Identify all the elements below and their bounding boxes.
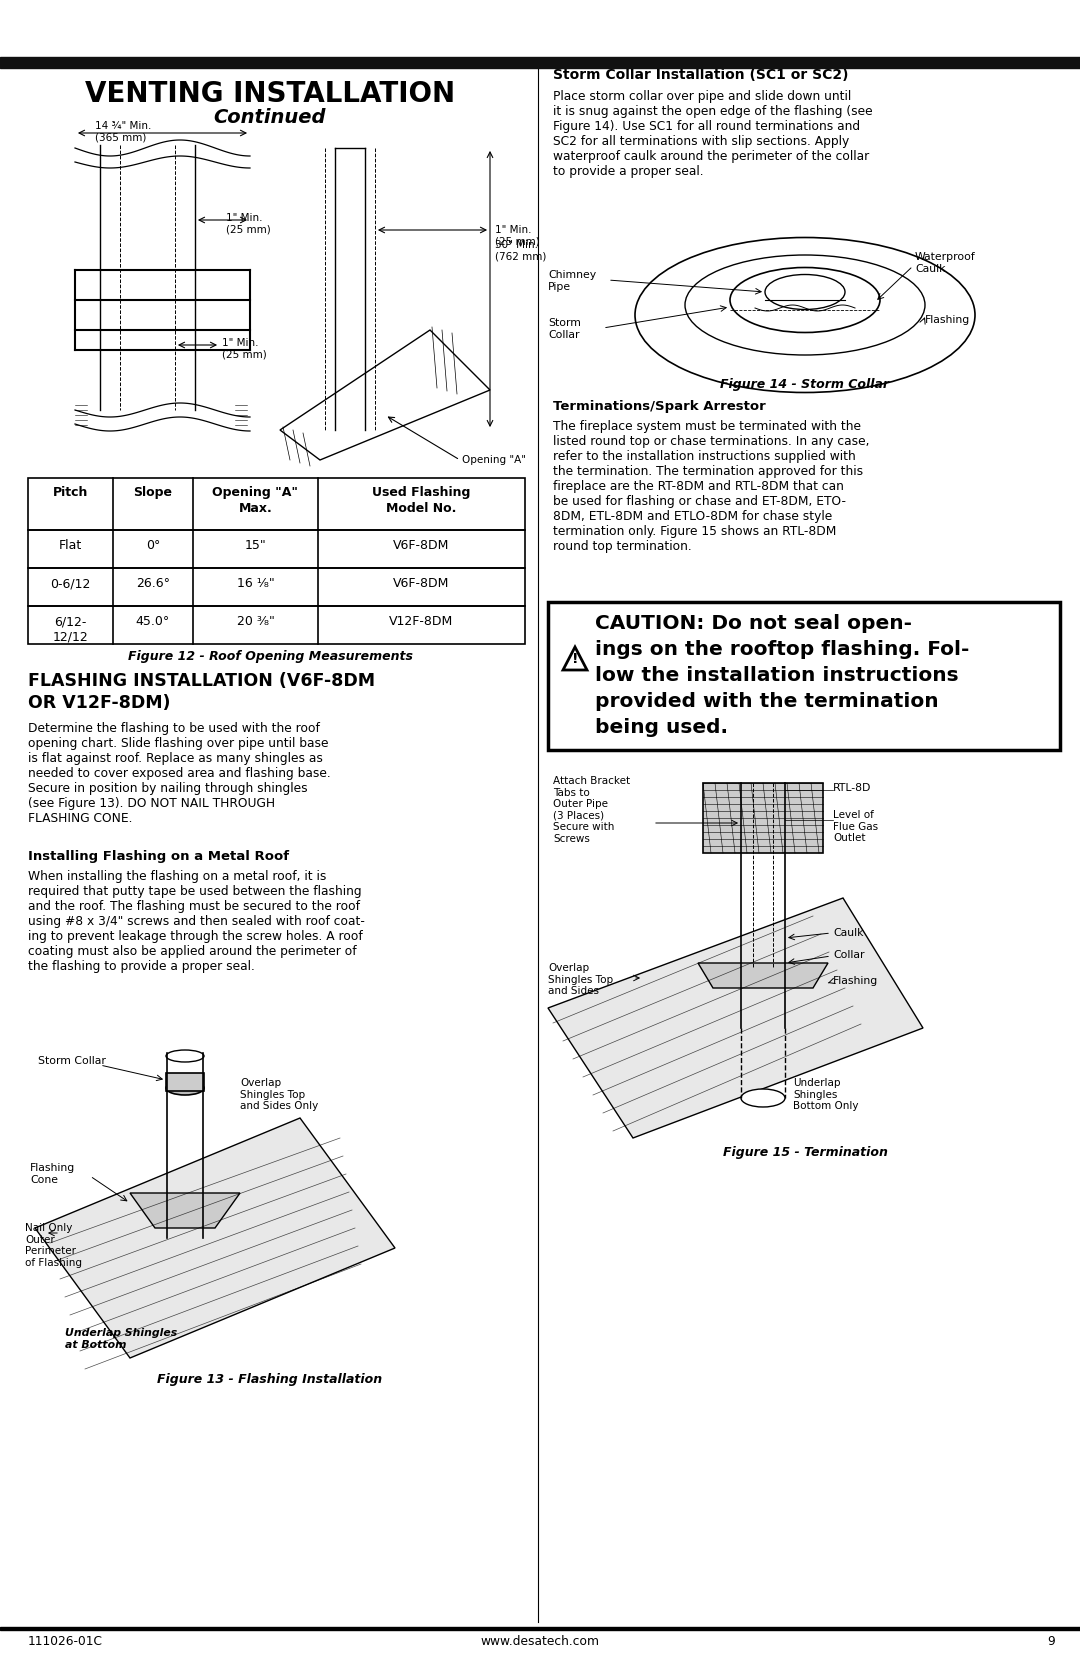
Text: Overlap
Shingles Top
and Sides: Overlap Shingles Top and Sides [548, 963, 613, 996]
Text: Opening "A": Opening "A" [213, 486, 298, 499]
Text: !: ! [571, 653, 578, 666]
Text: 14 ¾" Min.
(365 mm): 14 ¾" Min. (365 mm) [95, 120, 151, 142]
Text: Storm Collar Installation (SC1 or SC2): Storm Collar Installation (SC1 or SC2) [553, 68, 849, 82]
Text: 1" Min.
(25 mm): 1" Min. (25 mm) [222, 339, 267, 359]
Text: OR V12F-8DM): OR V12F-8DM) [28, 694, 171, 713]
Text: 16 ¹⁄₈": 16 ¹⁄₈" [237, 577, 274, 591]
Text: provided with the termination: provided with the termination [595, 693, 939, 711]
Text: 111026-01C: 111026-01C [28, 1636, 103, 1647]
Text: Collar: Collar [833, 950, 864, 960]
Text: Opening "A": Opening "A" [462, 456, 526, 466]
Text: Place storm collar over pipe and slide down until
it is snug against the open ed: Place storm collar over pipe and slide d… [553, 90, 873, 179]
Bar [28, 606, 525, 644]
Text: 45.0°: 45.0° [136, 614, 171, 628]
Text: being used.: being used. [595, 718, 728, 738]
Text: Pitch: Pitch [53, 486, 89, 499]
Text: The fireplace system must be terminated with the
listed round top or chase termi: The fireplace system must be terminated … [553, 421, 869, 552]
Text: CAUTION: Do not seal open-: CAUTION: Do not seal open- [595, 614, 912, 633]
Text: Max.: Max. [239, 502, 272, 516]
Text: Figure 14 - Storm Collar: Figure 14 - Storm Collar [720, 377, 890, 391]
Text: Storm Collar: Storm Collar [38, 1056, 106, 1066]
Text: Caulk: Caulk [833, 928, 864, 938]
Text: Storm
Collar: Storm Collar [548, 319, 581, 339]
Text: Figure 13 - Flashing Installation: Figure 13 - Flashing Installation [158, 1374, 382, 1385]
Text: Waterproof
Caulk: Waterproof Caulk [915, 252, 975, 274]
Bar [0, 1627, 1080, 1631]
Text: Flashing
Cone: Flashing Cone [30, 1163, 76, 1185]
Bar [28, 531, 525, 567]
Ellipse shape [741, 1088, 785, 1107]
Text: Figure 15 - Termination: Figure 15 - Termination [723, 1147, 888, 1158]
Text: Flashing: Flashing [924, 315, 970, 325]
Polygon shape [35, 1118, 395, 1359]
Text: 1" Min.
(25 mm): 1" Min. (25 mm) [495, 225, 540, 247]
Text: Determine the flashing to be used with the roof
opening chart. Slide flashing ov: Determine the flashing to be used with t… [28, 723, 330, 824]
Text: 6/12-
12/12: 6/12- 12/12 [53, 614, 89, 643]
Text: Attach Bracket
Tabs to
Outer Pipe
(3 Places)
Secure with
Screws: Attach Bracket Tabs to Outer Pipe (3 Pla… [553, 776, 630, 845]
Text: Slope: Slope [134, 486, 173, 499]
Text: V6F-8DM: V6F-8DM [393, 577, 449, 591]
Ellipse shape [166, 1082, 204, 1095]
Text: 26.6°: 26.6° [136, 577, 170, 591]
Text: Figure 12 - Roof Opening Measurements: Figure 12 - Roof Opening Measurements [127, 649, 413, 663]
Polygon shape [130, 1193, 240, 1228]
Text: 30" Min.
(762 mm): 30" Min. (762 mm) [495, 240, 546, 262]
Text: www.desatech.com: www.desatech.com [481, 1636, 599, 1647]
Text: Model No.: Model No. [387, 502, 457, 516]
Text: 0°: 0° [146, 539, 160, 552]
Text: V12F-8DM: V12F-8DM [390, 614, 454, 628]
Text: Underlap Shingles
at Bottom: Underlap Shingles at Bottom [65, 1329, 177, 1350]
Text: 0-6/12: 0-6/12 [51, 577, 91, 591]
Text: Flashing: Flashing [833, 976, 878, 986]
Ellipse shape [166, 1050, 204, 1061]
Text: Underlap
Shingles
Bottom Only: Underlap Shingles Bottom Only [793, 1078, 859, 1112]
Text: Flat: Flat [59, 539, 82, 552]
Text: Level of
Flue Gas
Outlet: Level of Flue Gas Outlet [833, 809, 878, 843]
Text: 20 ³⁄₈": 20 ³⁄₈" [237, 614, 274, 628]
Text: Terminations/Spark Arrestor: Terminations/Spark Arrestor [553, 401, 766, 412]
Bar [548, 603, 1059, 749]
Text: Chimney
Pipe: Chimney Pipe [548, 270, 596, 292]
Text: Installing Flashing on a Metal Roof: Installing Flashing on a Metal Roof [28, 850, 289, 863]
Text: V6F-8DM: V6F-8DM [393, 539, 449, 552]
Polygon shape [698, 963, 828, 988]
Text: 9: 9 [1048, 1636, 1055, 1647]
Text: When installing the flashing on a metal roof, it is
required that putty tape be : When installing the flashing on a metal … [28, 870, 365, 973]
Text: Used Flashing: Used Flashing [373, 486, 471, 499]
Polygon shape [548, 898, 923, 1138]
Text: Nail Only
Outer
Perimeter
of Flashing: Nail Only Outer Perimeter of Flashing [25, 1223, 82, 1268]
Bar [0, 57, 1080, 68]
Text: FLASHING INSTALLATION (V6F-8DM: FLASHING INSTALLATION (V6F-8DM [28, 673, 375, 689]
Text: 15": 15" [245, 539, 267, 552]
Text: VENTING INSTALLATION: VENTING INSTALLATION [85, 80, 455, 108]
Text: Overlap
Shingles Top
and Sides Only: Overlap Shingles Top and Sides Only [240, 1078, 319, 1112]
Bar [703, 783, 823, 853]
Bar [28, 477, 525, 531]
Text: 1" Min.
(25 mm): 1" Min. (25 mm) [226, 214, 271, 235]
Text: low the installation instructions: low the installation instructions [595, 666, 959, 684]
Text: Continued: Continued [214, 108, 326, 127]
Bar [28, 567, 525, 606]
Text: ings on the rooftop flashing. Fol-: ings on the rooftop flashing. Fol- [595, 639, 970, 659]
Text: RTL-8D: RTL-8D [833, 783, 872, 793]
Bar [166, 1073, 204, 1092]
